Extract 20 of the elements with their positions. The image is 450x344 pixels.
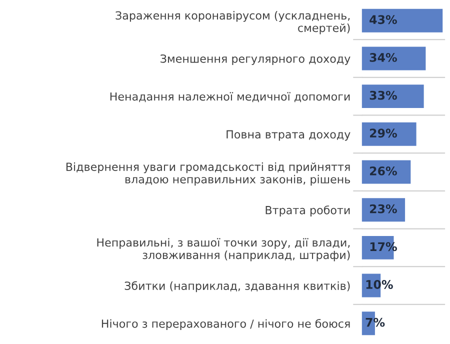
data-label: 29%: [370, 128, 397, 138]
data-label: 43%: [370, 15, 397, 24]
data-label: 23%: [370, 204, 397, 214]
y-tick-label: Неправильні, з вашої точки зору, дії влади, зловживання (наприклад, штрафи): [97, 238, 350, 262]
y-tick-label: Втрата роботи: [266, 206, 350, 216]
y-tick-label: Відвернення уваги громадськості від прийняття владою неправильних законів, рішень: [66, 162, 350, 186]
y-tick-label: Нічого з перерахованого / нічого не боюся: [102, 319, 350, 330]
bar: [362, 84, 424, 108]
bar: [362, 198, 406, 222]
y-tick-label: Повна втрата доходу: [226, 130, 350, 141]
y-tick-label: Збитки (наприклад, здавання квитків): [124, 281, 350, 292]
bar: [362, 46, 426, 70]
data-label: 26%: [370, 166, 397, 176]
bar: [362, 8, 443, 32]
data-label: 34%: [370, 52, 397, 62]
data-label: 33%: [370, 90, 397, 100]
y-tick-label: Зменшення регулярного доходу: [160, 54, 350, 66]
y-tick-label: Зараження коронавірусом (ускладнень, смертей): [116, 11, 350, 34]
bar: [362, 122, 416, 146]
y-tick-label: Ненадання належної медичної допомоги: [110, 92, 350, 102]
